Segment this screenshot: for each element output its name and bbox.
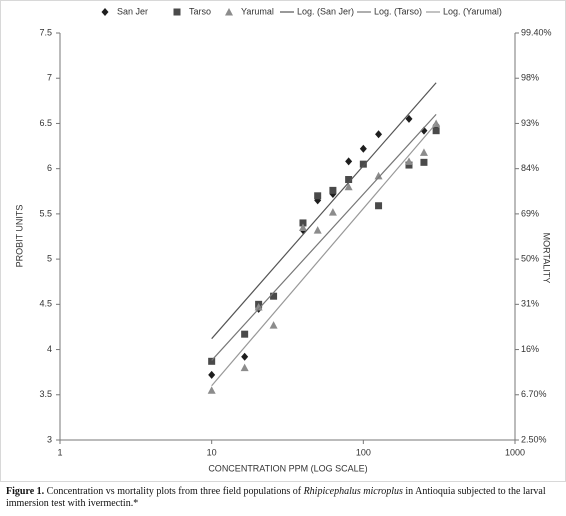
y-tick-label: 6.5	[39, 118, 52, 128]
y2-tick-label: 69%	[521, 208, 539, 218]
x-tick-label: 1	[57, 447, 62, 457]
y-tick-label: 6	[47, 163, 52, 173]
y2-tick-label: 31%	[521, 299, 539, 309]
marker-diamond	[208, 370, 216, 379]
y-tick-label: 5	[47, 253, 52, 263]
marker-square	[270, 292, 278, 300]
chart: CONCENTRATION PPM (LOG SCALE) PROBIT UNI…	[0, 0, 566, 482]
y-tick-label: 7	[47, 73, 52, 83]
marker-triangle	[404, 157, 413, 165]
x-tick-label: 100	[356, 447, 371, 457]
marker-diamond	[375, 130, 383, 139]
marker-square	[375, 202, 383, 210]
marker-triangle	[298, 223, 307, 231]
chart-frame	[0, 0, 566, 482]
marker-triangle	[207, 386, 216, 394]
marker-square	[405, 161, 413, 169]
legend-marker	[225, 8, 233, 16]
y2-tick-label: 50%	[521, 253, 539, 263]
marker-triangle	[344, 182, 353, 191]
caption: Figure 1. Concentration vs mortality plo…	[6, 486, 562, 510]
marker-square	[208, 357, 216, 365]
marker-square	[359, 160, 367, 168]
marker-diamond	[359, 144, 367, 153]
marker-square	[345, 176, 353, 184]
y2-tick-label: 84%	[521, 163, 539, 173]
marker-triangle	[240, 363, 249, 372]
y2-tick-label: 2.50%	[521, 434, 547, 444]
caption-text: Concentration vs mortality plots from th…	[44, 486, 304, 497]
y-tick-label: 4	[47, 344, 52, 354]
marker-triangle	[313, 226, 322, 234]
y2-tick-label: 98%	[521, 73, 539, 83]
y-tick-label: 5.5	[39, 208, 52, 218]
y-tick-label: 4.5	[39, 299, 52, 309]
y-axis-title: PROBIT UNITS	[14, 205, 24, 268]
y-tick-label: 3.5	[39, 389, 52, 399]
marker-diamond	[420, 126, 428, 135]
x-tick-label: 10	[207, 447, 217, 457]
marker-diamond	[241, 352, 249, 361]
legend-marker	[101, 8, 109, 16]
trend-line	[211, 82, 437, 340]
legend-label: Tarso	[189, 6, 211, 16]
marker-triangle	[419, 148, 428, 156]
trend-line	[211, 113, 437, 361]
y2-tick-label: 99.40%	[521, 27, 552, 37]
marker-triangle	[374, 171, 383, 180]
marker-square	[329, 186, 337, 194]
legend-label: Log. (San Jer)	[297, 6, 354, 16]
marker-triangle	[254, 303, 263, 311]
marker-triangle	[328, 208, 337, 216]
legend-label: Log. (Yarumal)	[443, 6, 502, 16]
x-tick-label: 1000	[505, 447, 525, 457]
marker-diamond	[345, 157, 353, 166]
trend-line	[211, 123, 437, 387]
legend-marker	[173, 8, 181, 16]
y-tick-label: 7.5	[39, 27, 52, 37]
legend-label: Log. (Tarso)	[374, 6, 422, 16]
caption-label: Figure 1.	[6, 486, 45, 497]
y2-tick-label: 6.70%	[521, 389, 547, 399]
y2-axis-title: MORTALITY	[542, 233, 552, 284]
marker-square	[241, 330, 249, 338]
marker-square	[314, 192, 322, 200]
marker-square	[432, 127, 440, 135]
y2-tick-label: 93%	[521, 118, 539, 128]
marker-triangle	[269, 321, 278, 329]
x-axis-title: CONCENTRATION PPM (LOG SCALE)	[208, 463, 367, 473]
legend-label: Yarumal	[241, 6, 274, 16]
legend-label: San Jer	[117, 6, 148, 16]
y2-tick-label: 16%	[521, 344, 539, 354]
caption-species: Rhipicephalus microplus	[303, 486, 403, 497]
marker-square	[420, 158, 428, 166]
marker-diamond	[405, 114, 413, 123]
caption-text: in Antioquia subjected to the larval imm…	[6, 486, 546, 509]
y-tick-label: 3	[47, 434, 52, 444]
marker-square	[299, 219, 307, 227]
